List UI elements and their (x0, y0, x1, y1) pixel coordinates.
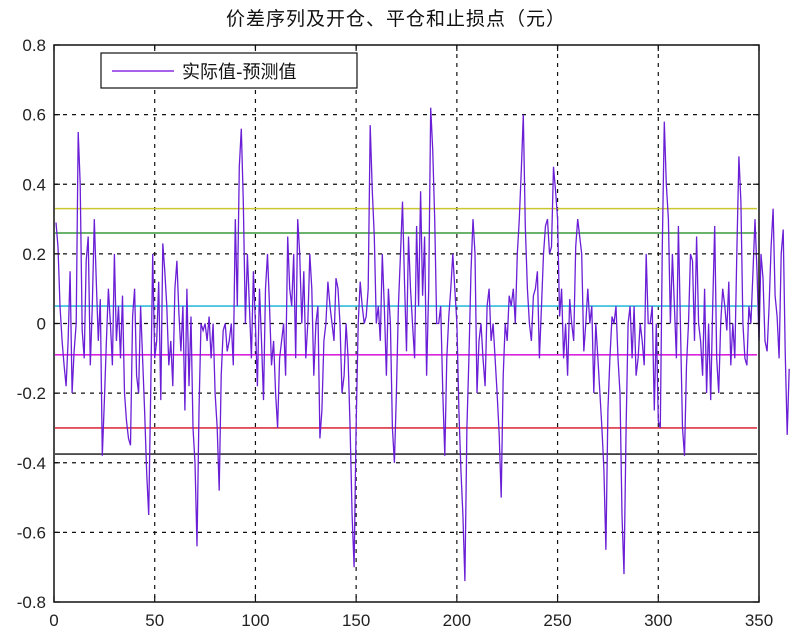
x-tick-label: 0 (49, 611, 58, 630)
x-tick-label: 100 (241, 611, 269, 630)
grid-lines (54, 45, 759, 602)
chart-title: 价差序列及开仓、平仓和止损点（元） (225, 8, 566, 30)
y-tick-label: 0 (37, 315, 46, 334)
legend-label: 实际值-预测值 (182, 62, 297, 83)
x-tick-label: 300 (644, 611, 672, 630)
x-tick-label: 250 (543, 611, 571, 630)
x-tick-label: 150 (342, 611, 370, 630)
y-tick-label: -0.8 (17, 593, 46, 612)
x-tick-label: 200 (443, 611, 471, 630)
axis-ticks: 0 50 100 150 200 250 300 350 -0.8 -0.6 -0.4 -0.2 0 0.… (17, 36, 773, 630)
y-tick-label: -0.4 (17, 454, 46, 473)
y-tick-label: 0.8 (22, 36, 46, 55)
y-tick-label: 0.2 (22, 245, 46, 264)
y-tick-label: 0.4 (22, 175, 46, 194)
legend: 实际值-预测值 (100, 52, 358, 89)
y-tick-label: -0.2 (17, 384, 46, 403)
y-tick-label: -0.6 (17, 523, 46, 542)
spread-series-line (55, 107, 790, 582)
x-tick-label: 50 (145, 611, 164, 630)
y-tick-label: 0.6 (22, 106, 46, 125)
x-tick-label: 350 (745, 611, 773, 630)
